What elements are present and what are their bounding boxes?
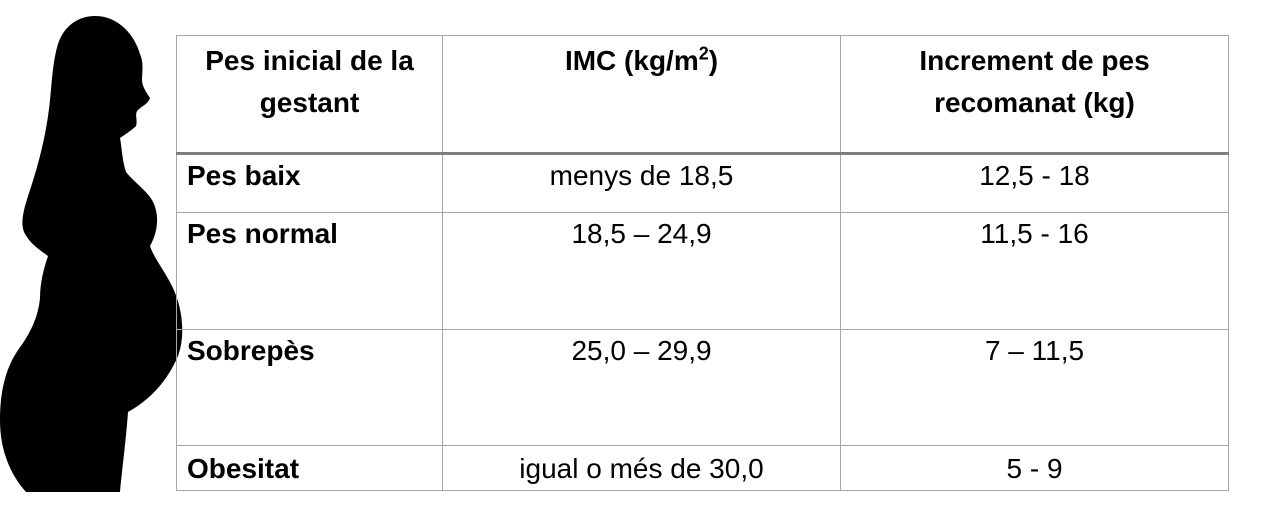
table-row: Obesitat igual o més de 30,0 5 - 9 bbox=[176, 445, 1229, 491]
row-increment: 5 - 9 bbox=[840, 445, 1229, 491]
header-imc-text: IMC (kg/m2) bbox=[564, 43, 719, 76]
row-increment: 11,5 - 16 bbox=[840, 212, 1229, 330]
row-imc: igual o més de 30,0 bbox=[442, 445, 841, 491]
header-weight-increment: Increment de pes recomanat (kg) bbox=[840, 35, 1229, 155]
row-increment: 7 – 11,5 bbox=[840, 329, 1229, 446]
table-row: Pes baix menys de 18,5 12,5 - 18 bbox=[176, 153, 1229, 213]
row-imc: 18,5 – 24,9 bbox=[442, 212, 841, 330]
row-imc: menys de 18,5 bbox=[442, 153, 841, 213]
weight-gain-table: Pes inicial de la gestant IMC (kg/m2) In… bbox=[176, 35, 1229, 491]
pregnant-woman-silhouette-icon bbox=[0, 16, 183, 492]
row-category: Sobrepès bbox=[176, 329, 443, 446]
header-imc: IMC (kg/m2) bbox=[442, 35, 841, 155]
row-category: Obesitat bbox=[176, 445, 443, 491]
row-increment: 12,5 - 18 bbox=[840, 153, 1229, 213]
row-category: Pes baix bbox=[176, 153, 443, 213]
row-imc: 25,0 – 29,9 bbox=[442, 329, 841, 446]
table-row: Pes normal 18,5 – 24,9 11,5 - 16 bbox=[176, 212, 1229, 330]
row-category: Pes normal bbox=[176, 212, 443, 330]
table-header-row: Pes inicial de la gestant IMC (kg/m2) In… bbox=[176, 35, 1229, 155]
table-row: Sobrepès 25,0 – 29,9 7 – 11,5 bbox=[176, 329, 1229, 446]
header-initial-weight: Pes inicial de la gestant bbox=[176, 35, 443, 155]
